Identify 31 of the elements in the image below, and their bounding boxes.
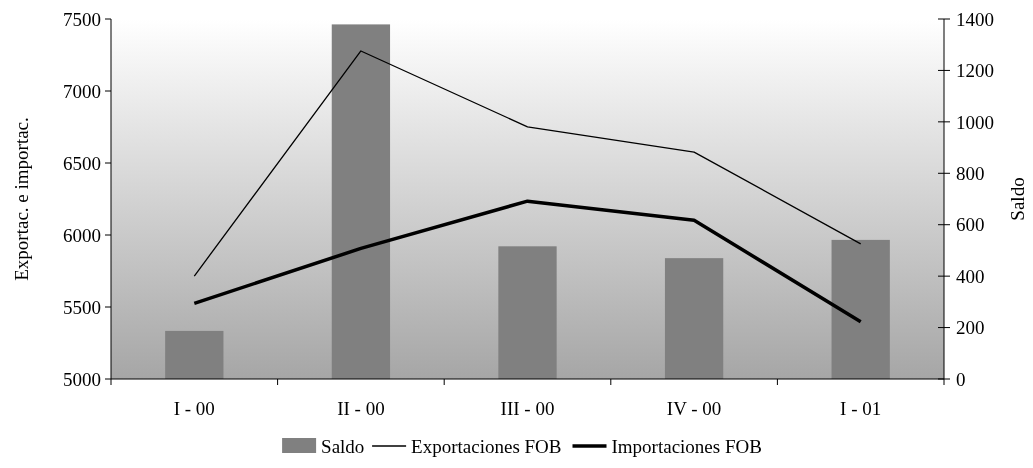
- y-axis-title: Exportac. e importac.: [11, 117, 32, 281]
- x-tick-label: I - 00: [173, 398, 215, 419]
- y2-tick-label: 1000: [956, 111, 994, 133]
- y-tick-label: 7000: [63, 80, 101, 102]
- y2-tick-label: 400: [956, 265, 985, 287]
- x-tick-label: III - 00: [500, 398, 555, 419]
- y2-tick-label: 600: [956, 214, 985, 236]
- y2-axis-title: Saldo: [1007, 177, 1028, 221]
- y2-tick-label: 800: [956, 162, 985, 184]
- x-tick-label: IV - 00: [666, 398, 722, 419]
- y-tick-label: 6000: [63, 224, 101, 246]
- y-tick-label: 5000: [63, 368, 101, 390]
- x-tick-label: II - 00: [337, 398, 385, 419]
- y2-tick-label: 1200: [956, 60, 994, 82]
- y2-tick-label: 0: [956, 368, 966, 390]
- y-tick-label: 5500: [63, 296, 101, 318]
- bar: [831, 239, 890, 379]
- y-tick-label: 7500: [63, 8, 101, 30]
- bar: [331, 24, 391, 379]
- y2-tick-label: 200: [956, 317, 985, 339]
- bar: [664, 258, 724, 379]
- y-tick-label: 6500: [63, 152, 101, 174]
- line-series: [193, 50, 862, 277]
- bar: [498, 246, 557, 379]
- y2-tick-label: 1400: [956, 8, 994, 30]
- legend-label: Importaciones FOB: [611, 435, 762, 457]
- bar: [165, 330, 224, 379]
- legend-label: Exportaciones FOB: [411, 435, 562, 457]
- x-tick-label: I - 01: [840, 398, 882, 419]
- line-series: [192, 199, 863, 324]
- legend-label: Saldo: [321, 435, 365, 457]
